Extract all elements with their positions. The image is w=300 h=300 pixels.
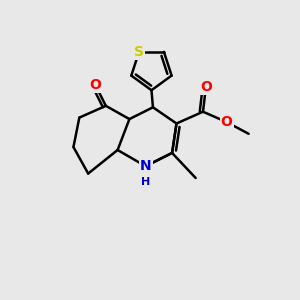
Text: O: O [220,115,232,129]
Text: O: O [200,80,212,94]
Text: H: H [141,177,150,188]
Text: S: S [134,45,144,59]
Text: N: N [140,159,152,173]
Text: O: O [90,78,101,92]
